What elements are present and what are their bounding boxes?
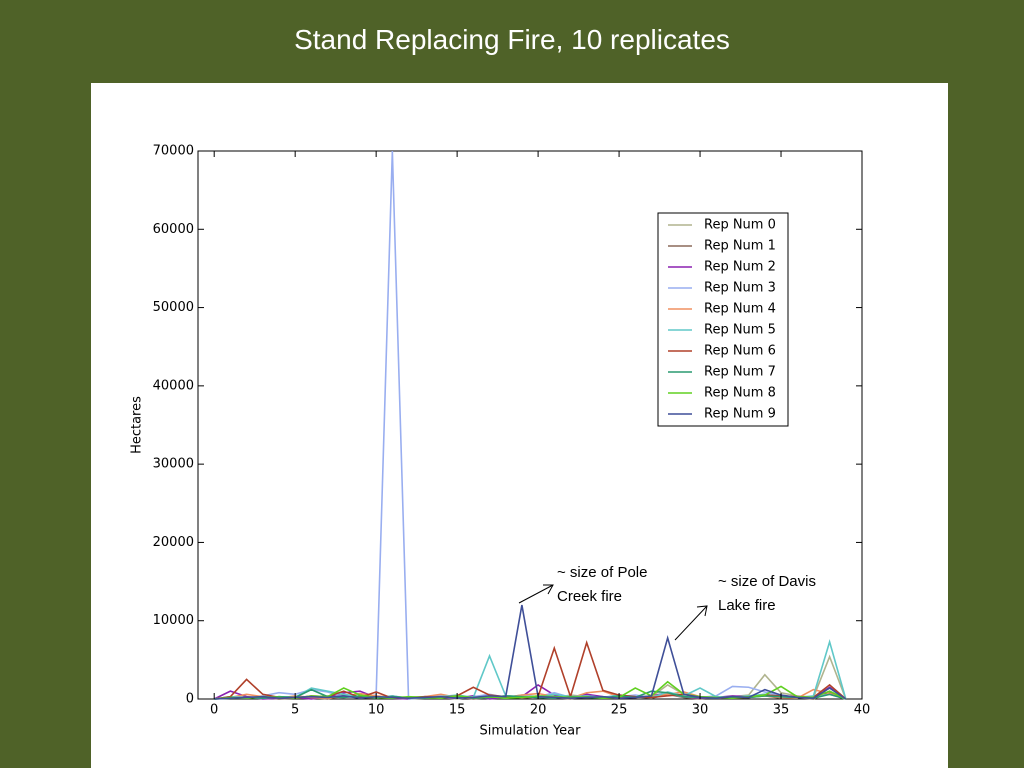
x-tick-label: 25: [611, 703, 628, 718]
y-tick-label: 40000: [153, 378, 194, 393]
y-tick-label: 60000: [153, 222, 194, 237]
annotation: ~ size of Davis: [718, 573, 816, 590]
legend: Rep Num 0 Rep Num 1 Rep Num 2 Rep Num 3 Rep …: [657, 212, 789, 427]
chart-panel: [91, 83, 948, 768]
legend-label: Rep Num 4: [704, 302, 776, 317]
legend-label: Rep Num 9: [704, 407, 776, 422]
x-axis-label: Simulation Year: [480, 724, 582, 739]
x-tick-label: 10: [368, 703, 385, 718]
legend-label: Rep Num 8: [704, 386, 776, 401]
annotation: Lake fire: [718, 597, 776, 614]
series-line: [214, 604, 847, 700]
annotation-arrowhead: [696, 605, 708, 617]
y-tick-label: 20000: [153, 535, 194, 550]
x-tick-label: 30: [692, 703, 709, 718]
legend-label: Rep Num 1: [704, 239, 776, 254]
legend-label: Rep Num 7: [704, 365, 776, 380]
legend-label: Rep Num 6: [704, 344, 776, 359]
plot-frame: [197, 150, 863, 700]
y-tick-label: 10000: [153, 613, 194, 628]
x-tick-label: 35: [773, 703, 790, 718]
legend-label: Rep Num 5: [704, 323, 776, 338]
plot-area: [213, 150, 847, 700]
annotation: Creek fire: [557, 588, 622, 605]
legend-label: Rep Num 0: [704, 218, 776, 233]
y-axis-label: Hectares: [130, 396, 145, 454]
y-tick-label: 30000: [153, 457, 194, 472]
x-tick-label: 40: [854, 703, 871, 718]
legend-box: [657, 212, 789, 427]
y-tick-label: 0: [186, 692, 194, 707]
annotation-arrowhead: [543, 584, 554, 595]
annotation: ~ size of Pole: [557, 564, 647, 581]
annotation-arrow: [518, 584, 554, 604]
x-tick-label: 0: [210, 703, 218, 718]
y-tick-label: 70000: [153, 144, 194, 159]
x-tick-label: 15: [449, 703, 466, 718]
legend-label: Rep Num 3: [704, 281, 776, 296]
x-tick-label: 20: [530, 703, 547, 718]
legend-label: Rep Num 2: [704, 260, 776, 275]
annotation-arrow: [674, 605, 708, 641]
y-tick-label: 50000: [153, 300, 194, 315]
slide-title: Stand Replacing Fire, 10 replicates: [294, 24, 730, 55]
x-tick-label: 5: [291, 703, 299, 718]
